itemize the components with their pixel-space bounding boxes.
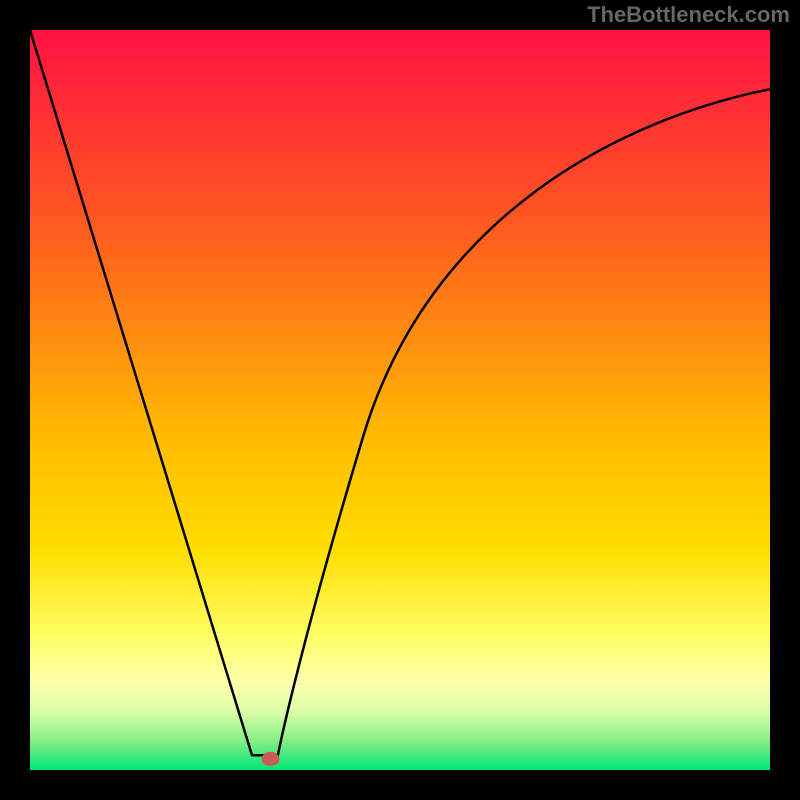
chart-frame: TheBottleneck.com [0, 0, 800, 800]
watermark-text: TheBottleneck.com [587, 2, 790, 28]
plot-area [30, 30, 770, 770]
minimum-marker [262, 752, 280, 766]
chart-background [30, 30, 770, 770]
chart-svg [30, 30, 770, 770]
